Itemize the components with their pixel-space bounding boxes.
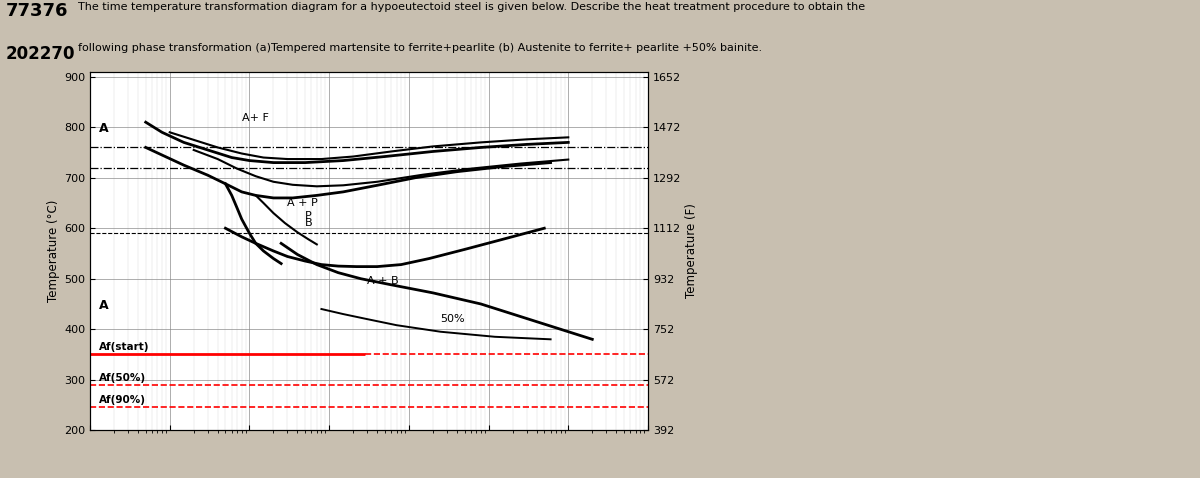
Text: B: B: [305, 218, 313, 228]
Text: following phase transformation (a)Tempered martensite to ferrite+pearlite (b) Au: following phase transformation (a)Temper…: [78, 43, 762, 53]
Text: A: A: [100, 299, 109, 312]
Text: 50%: 50%: [440, 314, 466, 324]
Text: P: P: [305, 211, 312, 221]
Y-axis label: Temperature (F): Temperature (F): [685, 204, 698, 298]
Text: Af(90%): Af(90%): [100, 395, 146, 405]
Text: A+ F: A+ F: [241, 113, 269, 123]
Text: Af(50%): Af(50%): [100, 373, 146, 383]
Text: A + P: A + P: [288, 197, 318, 207]
Y-axis label: Temperature (°C): Temperature (°C): [47, 200, 60, 302]
Text: 77376: 77376: [6, 2, 68, 21]
Text: A: A: [100, 122, 109, 135]
Text: A + B: A + B: [367, 276, 398, 286]
Text: Af(start): Af(start): [100, 342, 150, 352]
Text: 202270: 202270: [6, 45, 76, 64]
Text: The time temperature transformation diagram for a hypoeutectoid steel is given b: The time temperature transformation diag…: [78, 2, 865, 12]
